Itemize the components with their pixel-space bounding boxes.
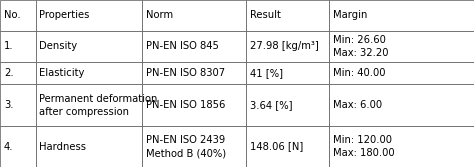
Text: Result: Result bbox=[250, 11, 281, 20]
Bar bbox=[142, 62, 246, 84]
Bar bbox=[246, 126, 329, 167]
Text: Elasticity: Elasticity bbox=[39, 68, 85, 78]
Bar bbox=[0, 84, 36, 126]
Text: Permanent deformation
after compression: Permanent deformation after compression bbox=[39, 94, 158, 117]
Bar bbox=[329, 31, 474, 62]
Text: PN-EN ISO 2439
Method B (40%): PN-EN ISO 2439 Method B (40%) bbox=[146, 135, 226, 158]
Text: 27.98 [kg/m³]: 27.98 [kg/m³] bbox=[250, 41, 319, 51]
Text: 3.: 3. bbox=[4, 100, 13, 110]
Bar bbox=[0, 62, 36, 84]
Bar bbox=[329, 62, 474, 84]
Bar bbox=[142, 31, 246, 62]
Text: Max: 6.00: Max: 6.00 bbox=[333, 100, 383, 110]
Bar bbox=[329, 126, 474, 167]
Text: PN-EN ISO 1856: PN-EN ISO 1856 bbox=[146, 100, 225, 110]
Text: No.: No. bbox=[4, 11, 20, 20]
Bar bbox=[246, 0, 329, 31]
Bar bbox=[329, 0, 474, 31]
Text: Min: 40.00: Min: 40.00 bbox=[333, 68, 386, 78]
Bar bbox=[0, 126, 36, 167]
Text: Hardness: Hardness bbox=[39, 142, 86, 151]
Bar bbox=[329, 84, 474, 126]
Bar bbox=[0, 31, 36, 62]
Bar bbox=[36, 62, 142, 84]
Text: Min: 120.00
Max: 180.00: Min: 120.00 Max: 180.00 bbox=[333, 135, 395, 158]
Text: Margin: Margin bbox=[333, 11, 368, 20]
Text: 2.: 2. bbox=[4, 68, 13, 78]
Text: 148.06 [N]: 148.06 [N] bbox=[250, 142, 303, 151]
Bar bbox=[246, 31, 329, 62]
Text: Norm: Norm bbox=[146, 11, 173, 20]
Text: 3.64 [%]: 3.64 [%] bbox=[250, 100, 293, 110]
Bar bbox=[246, 84, 329, 126]
Text: Min: 26.60
Max: 32.20: Min: 26.60 Max: 32.20 bbox=[333, 35, 389, 58]
Text: PN-EN ISO 845: PN-EN ISO 845 bbox=[146, 41, 219, 51]
Text: PN-EN ISO 8307: PN-EN ISO 8307 bbox=[146, 68, 225, 78]
Text: Properties: Properties bbox=[39, 11, 90, 20]
Bar bbox=[246, 62, 329, 84]
Text: 41 [%]: 41 [%] bbox=[250, 68, 283, 78]
Text: 4.: 4. bbox=[4, 142, 13, 151]
Bar bbox=[0, 0, 36, 31]
Text: 1.: 1. bbox=[4, 41, 13, 51]
Bar bbox=[142, 84, 246, 126]
Bar bbox=[142, 126, 246, 167]
Text: Density: Density bbox=[39, 41, 77, 51]
Bar bbox=[142, 0, 246, 31]
Bar bbox=[36, 0, 142, 31]
Bar bbox=[36, 126, 142, 167]
Bar bbox=[36, 31, 142, 62]
Bar bbox=[36, 84, 142, 126]
